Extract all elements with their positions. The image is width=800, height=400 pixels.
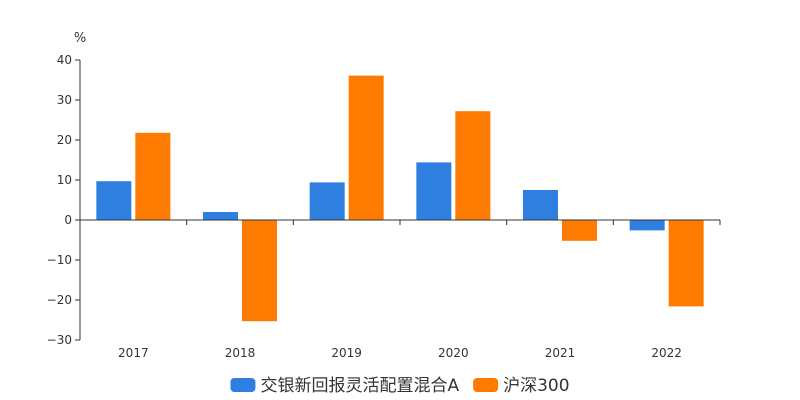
- bar-fund-2021: [523, 190, 558, 220]
- bar-index-2021: [562, 220, 597, 241]
- bar-index-2017: [135, 132, 171, 220]
- x-tick-label: 2017: [118, 346, 149, 360]
- legend-label: 交银新回报灵活配置混合A: [260, 376, 459, 396]
- y-tick-label: −30: [47, 333, 72, 347]
- legend-label: 沪深300: [503, 376, 569, 396]
- y-tick-label: 30: [57, 93, 72, 107]
- x-tick-label: 2022: [651, 346, 682, 360]
- x-tick-label: 2021: [545, 346, 576, 360]
- bars: [96, 75, 704, 322]
- y-tick-label: −10: [47, 253, 72, 267]
- bar-index-2019: [348, 75, 384, 220]
- y-tick-label: 20: [57, 133, 72, 147]
- bar-fund-2020: [416, 162, 452, 220]
- x-axis-labels: 2017 2018 2019 2020 2021 2022: [118, 346, 682, 360]
- x-tick-label: 2020: [438, 346, 469, 360]
- legend: 交银新回报灵活配置混合A 沪深300: [230, 376, 570, 396]
- bar-fund-2019: [309, 182, 345, 220]
- y-unit-label: %: [74, 31, 86, 46]
- bar-index-2018: [242, 220, 277, 322]
- bar-fund-2017: [96, 181, 132, 220]
- bar-index-2020: [455, 111, 491, 220]
- x-tick-label: 2018: [225, 346, 256, 360]
- y-tick-label: 10: [57, 173, 72, 187]
- bar-fund-2022: [629, 220, 665, 231]
- x-tick-label: 2019: [331, 346, 362, 360]
- y-tick-label: −20: [47, 293, 72, 307]
- legend-swatch: [473, 378, 499, 392]
- bar-fund-2018: [203, 212, 238, 220]
- y-tick-label: 0: [64, 213, 72, 227]
- x-axis-ticks: [79, 220, 721, 225]
- y-axis-ticks: 40 30 20 10 0 −10 −20 −30: [47, 53, 80, 347]
- bar-index-2022: [668, 220, 704, 307]
- y-tick-label: 40: [57, 53, 72, 67]
- legend-swatch: [230, 378, 256, 392]
